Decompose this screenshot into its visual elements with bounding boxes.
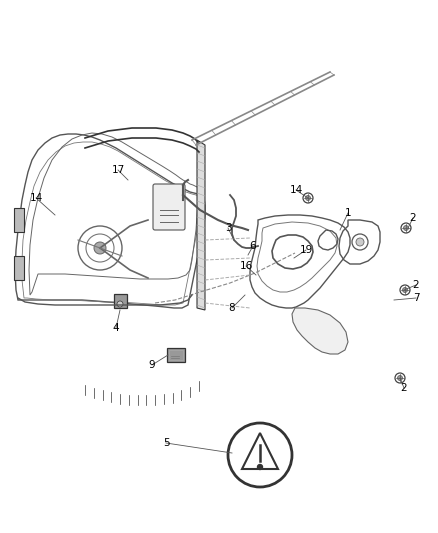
Text: 1: 1 xyxy=(345,208,351,218)
Text: 2: 2 xyxy=(413,280,419,290)
Text: 3: 3 xyxy=(225,223,231,233)
FancyBboxPatch shape xyxy=(153,184,185,230)
Polygon shape xyxy=(197,140,205,310)
Circle shape xyxy=(305,196,311,200)
Text: 14: 14 xyxy=(290,185,303,195)
Circle shape xyxy=(94,242,106,254)
Text: 5: 5 xyxy=(162,438,170,448)
Text: 6: 6 xyxy=(250,241,256,251)
Circle shape xyxy=(403,225,409,230)
Text: 14: 14 xyxy=(29,193,42,203)
Circle shape xyxy=(403,287,407,293)
Text: 19: 19 xyxy=(300,245,313,255)
Text: 9: 9 xyxy=(148,360,155,370)
Bar xyxy=(14,208,24,232)
Bar xyxy=(14,256,24,280)
Text: 16: 16 xyxy=(240,261,253,271)
Circle shape xyxy=(258,464,262,470)
Text: 17: 17 xyxy=(111,165,125,175)
Bar xyxy=(114,294,127,308)
Polygon shape xyxy=(292,308,348,354)
Circle shape xyxy=(398,376,403,381)
Text: 8: 8 xyxy=(229,303,235,313)
Bar xyxy=(167,348,185,362)
Text: 2: 2 xyxy=(410,213,416,223)
Circle shape xyxy=(356,238,364,246)
Text: 7: 7 xyxy=(413,293,419,303)
Text: 4: 4 xyxy=(113,323,119,333)
Bar xyxy=(169,350,183,360)
Circle shape xyxy=(117,301,123,307)
Text: 2: 2 xyxy=(401,383,407,393)
